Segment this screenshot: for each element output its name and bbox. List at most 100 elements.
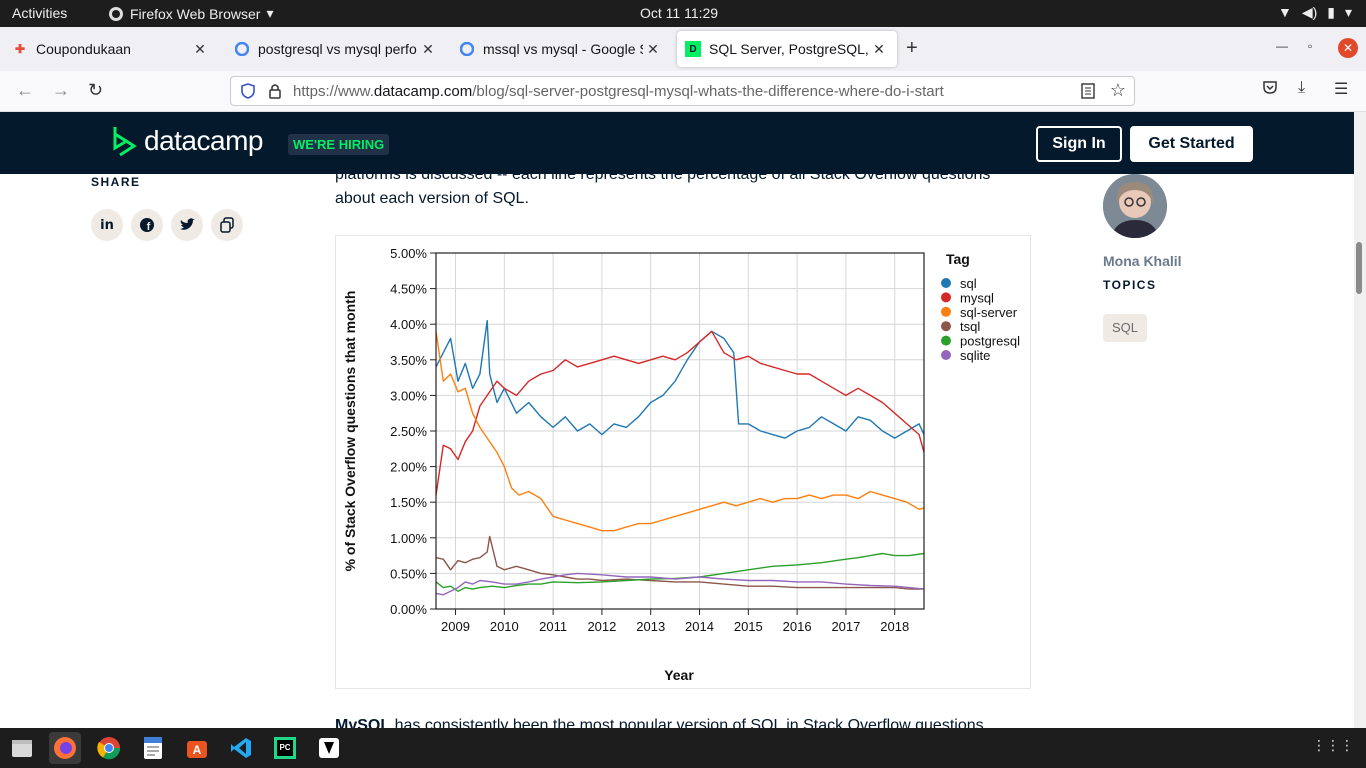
copy-link-button[interactable]: [211, 209, 243, 241]
tab-title: Coupondukaan: [36, 41, 131, 57]
author-avatar[interactable]: [1103, 174, 1167, 238]
series-line-tsql: [435, 535, 924, 590]
tab-sql-server-postgresql[interactable]: D SQL Server, PostgreSQL, M ✕: [677, 31, 897, 67]
text-editor-app-icon[interactable]: [137, 732, 169, 764]
svg-text:PC: PC: [279, 743, 290, 752]
dock: A PC ⋮⋮⋮: [0, 728, 1366, 768]
activities-button[interactable]: Activities: [12, 5, 68, 21]
y-tick-label: 0.50%: [390, 566, 427, 581]
battery-icon: ▮: [1327, 4, 1335, 20]
navigation-bar: ← → ↻ https://www.datacamp.com/blog/sql-…: [0, 71, 1366, 112]
chevron-down-icon: ▾: [266, 5, 274, 21]
coupondukaan-favicon-icon: ✚: [14, 42, 26, 56]
lock-icon[interactable]: [267, 82, 283, 100]
wifi-icon: ▼: [1277, 4, 1292, 20]
window-close-icon[interactable]: ✕: [1338, 38, 1358, 58]
facebook-icon: f: [140, 218, 154, 233]
close-icon[interactable]: ✕: [422, 40, 434, 57]
close-icon[interactable]: ✕: [647, 40, 659, 57]
get-started-button[interactable]: Get Started: [1130, 126, 1253, 162]
downloads-icon[interactable]: ⤓: [1298, 79, 1306, 96]
y-tick-label: 1.50%: [390, 495, 427, 510]
close-icon[interactable]: ✕: [194, 40, 206, 57]
legend-title: Tag: [946, 251, 970, 267]
author-name[interactable]: Mona Khalil: [1103, 253, 1182, 269]
url-bar[interactable]: https://www.datacamp.com/blog/sql-server…: [230, 76, 1135, 106]
legend-marker-postgresql: [941, 335, 951, 346]
reload-icon[interactable]: ↻: [88, 80, 104, 100]
system-top-bar: Activities Firefox Web Browser ▾ Oct 11 …: [0, 0, 1366, 27]
bookmark-star-icon[interactable]: ☆: [1109, 80, 1126, 100]
twitter-icon: [180, 218, 195, 230]
forward-arrow-icon[interactable]: →: [52, 80, 70, 100]
chrome-app-icon[interactable]: [93, 732, 125, 764]
y-tick-label: 5.00%: [390, 246, 427, 261]
linkedin-icon: in: [100, 217, 114, 233]
x-tick-label: 2014: [685, 619, 714, 634]
url-path: /blog/sql-server-postgresql-mysql-whats-…: [472, 83, 944, 100]
series-line-mysql: [435, 330, 925, 496]
tab-coupondukaan[interactable]: ✚ Coupondukaan ✕: [4, 31, 218, 67]
tab-postgresql-vs-mysql[interactable]: postgresql vs mysql perfo ✕: [226, 31, 446, 67]
url-prefix: https://www.: [293, 83, 374, 100]
linkedin-share-button[interactable]: in: [91, 209, 123, 241]
following-paragraph-text: has consistently been the most popular v…: [394, 717, 984, 728]
firefox-app-icon[interactable]: [49, 732, 81, 764]
hiring-badge[interactable]: WE'RE HIRING: [288, 134, 390, 155]
y-tick-label: 0.00%: [390, 602, 427, 617]
close-icon[interactable]: ✕: [873, 40, 885, 57]
x-tick-label: 2011: [539, 619, 567, 634]
chart-series: [435, 319, 925, 596]
inkscape-app-icon[interactable]: [313, 732, 345, 764]
x-tick-label: 2016: [783, 619, 812, 634]
maximize-icon[interactable]: ▫: [1308, 39, 1313, 53]
twitter-share-button[interactable]: [171, 209, 203, 241]
minimize-icon[interactable]: —: [1276, 39, 1288, 53]
files-app-icon[interactable]: [6, 732, 38, 764]
x-tick-label: 2010: [490, 619, 519, 634]
scrollbar-thumb[interactable]: [1356, 242, 1362, 294]
page-scrollbar[interactable]: [1354, 112, 1366, 728]
system-tray[interactable]: ▼ ◀) ▮ ▾: [1278, 4, 1352, 21]
hamburger-menu-icon[interactable]: ☰: [1334, 81, 1349, 98]
series-line-sql: [435, 319, 925, 439]
volume-icon: ◀): [1301, 4, 1318, 20]
facebook-share-button[interactable]: f: [131, 209, 163, 241]
new-tab-plus-icon[interactable]: +: [906, 37, 918, 59]
show-applications-icon[interactable]: ⋮⋮⋮: [1312, 738, 1354, 754]
legend-marker-sql: [941, 278, 951, 288]
datacamp-logo[interactable]: datacamp: [112, 124, 263, 158]
tab-bar: ✚ Coupondukaan ✕ postgresql vs mysql per…: [0, 27, 1366, 71]
share-label: SHARE: [91, 175, 141, 189]
app-menu[interactable]: Firefox Web Browser ▾: [108, 5, 273, 22]
x-tick-label: 2009: [441, 619, 470, 634]
topic-badge-sql[interactable]: SQL: [1103, 314, 1147, 342]
pycharm-app-icon[interactable]: PC: [269, 732, 301, 764]
x-axis-label: Year: [664, 667, 694, 683]
legend-label-tsql: tsql: [960, 319, 980, 334]
tab-mssql-vs-mysql[interactable]: mssql vs mysql - Google S ✕: [451, 31, 671, 67]
back-arrow-icon[interactable]: ←: [16, 80, 34, 100]
software-center-app-icon[interactable]: A: [181, 732, 213, 764]
chart-grid: [436, 252, 924, 610]
pocket-icon[interactable]: [1262, 79, 1278, 100]
url-text[interactable]: https://www.datacamp.com/blog/sql-server…: [293, 83, 944, 100]
vscode-app-icon[interactable]: [225, 732, 257, 764]
y-axis-label: % of Stack Overflow questions that month: [342, 291, 358, 572]
clock[interactable]: Oct 11 11:29: [640, 5, 719, 21]
sign-in-button[interactable]: Sign In: [1036, 126, 1122, 162]
app-menu-label: Firefox Web Browser: [130, 5, 261, 22]
google-favicon-icon: [459, 41, 475, 57]
reader-view-icon[interactable]: [1080, 82, 1096, 100]
y-tick-label: 2.50%: [390, 424, 427, 439]
legend-marker-sqlite: [941, 350, 951, 360]
tab-title: postgresql vs mysql perfo: [258, 41, 417, 57]
shield-icon[interactable]: [239, 82, 257, 100]
line-chart: 0.00% 0.50% 1.00% 1.50% 2.00% 2.50% 3.00% 3.50%…: [342, 246, 1020, 683]
mysql-link[interactable]: MySQL: [335, 717, 391, 728]
svg-text:f: f: [147, 221, 151, 233]
y-tick-label: 4.50%: [390, 282, 427, 297]
intro-paragraph-line-1: platforms is discussed -- each line repr…: [335, 174, 991, 183]
legend-label-postgresql: postgresql: [960, 334, 1020, 349]
url-domain: datacamp.com: [373, 83, 473, 100]
